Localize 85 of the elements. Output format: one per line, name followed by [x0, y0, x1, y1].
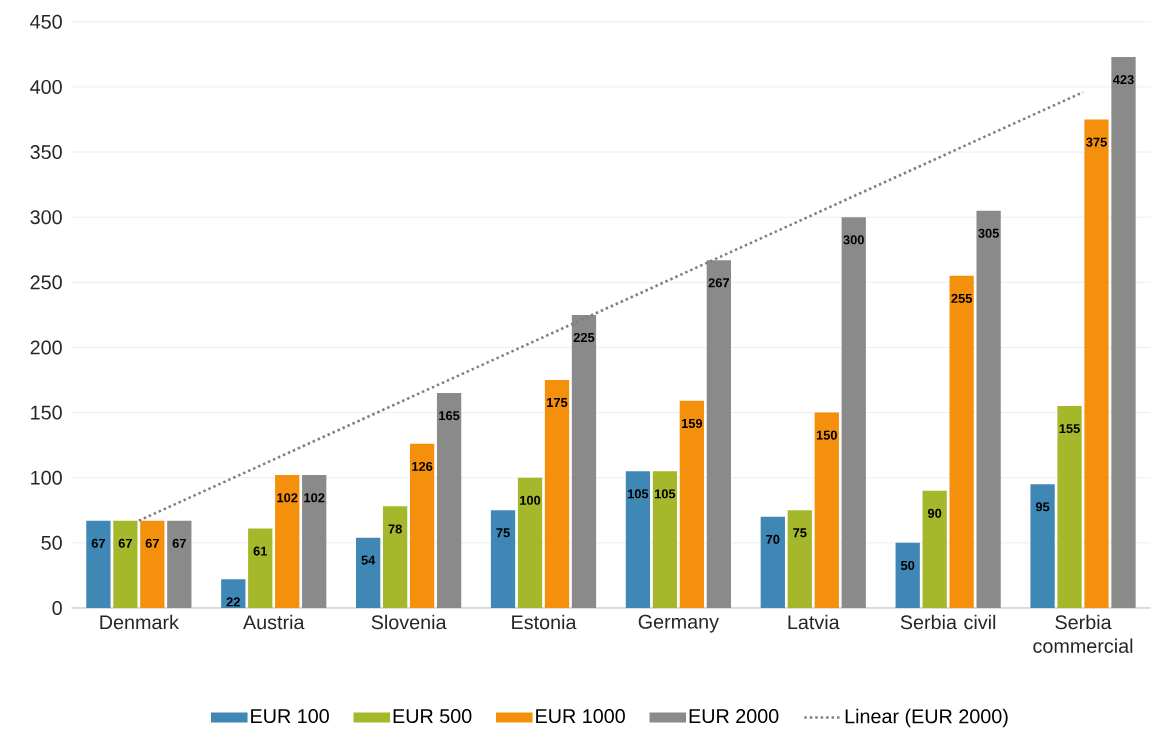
data-label: 54	[361, 555, 376, 565]
data-label: 267	[708, 278, 730, 288]
data-label: 67	[118, 538, 132, 548]
y-tick-label: 50	[41, 535, 62, 550]
bar	[113, 520, 138, 609]
data-label: 255	[951, 293, 972, 304]
data-label: 90	[927, 508, 942, 518]
legend-label: EUR 100	[251, 709, 329, 724]
x-tick-label: Estonia	[512, 614, 577, 630]
bar	[517, 477, 543, 609]
y-tick-label: 250	[30, 275, 62, 290]
x-tick-label: Serbia commercial	[1033, 614, 1133, 654]
bar	[976, 210, 1001, 609]
legend-label: EUR 1000	[536, 709, 625, 724]
legend-label: EUR 2000	[689, 709, 779, 724]
data-label: 67	[91, 538, 105, 548]
data-label: 100	[520, 495, 541, 505]
data-label: 22	[226, 597, 240, 607]
bar	[841, 217, 866, 609]
bar	[814, 412, 839, 609]
y-tick-label: 300	[30, 210, 62, 225]
y-tick-label: 200	[30, 340, 62, 355]
y-tick-label: 400	[30, 80, 62, 94]
bar	[409, 443, 435, 609]
data-label: 67	[172, 538, 186, 548]
data-label: 102	[304, 493, 325, 503]
bar	[652, 471, 678, 609]
bar	[86, 520, 111, 609]
bar	[1030, 484, 1055, 609]
data-label: 225	[573, 333, 595, 343]
data-label: 300	[843, 235, 864, 245]
data-label: 50	[900, 560, 915, 571]
data-label: 126	[412, 461, 433, 472]
x-tick-label: Slovenia	[371, 614, 447, 630]
data-label: 78	[388, 524, 402, 534]
bar	[302, 475, 327, 609]
y-tick-label: 0	[52, 601, 62, 616]
legend-label: Linear (EUR 2000)	[845, 708, 1008, 728]
data-label: 67	[145, 538, 159, 548]
bar	[436, 393, 462, 609]
bar	[922, 490, 947, 609]
bar	[275, 475, 300, 609]
data-label: 305	[978, 228, 999, 238]
data-label: 61	[253, 546, 268, 556]
bar	[1057, 406, 1082, 609]
bar	[221, 579, 246, 609]
data-label: 75	[793, 528, 807, 538]
data-label: 70	[766, 534, 780, 544]
y-tick-label: 100	[31, 470, 62, 485]
bar	[679, 400, 705, 609]
x-tick-label: Serbia civil	[900, 614, 996, 630]
data-label: 105	[654, 489, 676, 499]
legend-label: EUR 500	[393, 709, 472, 724]
data-label: 105	[628, 489, 649, 499]
x-tick-label: Denmark	[100, 614, 179, 630]
bar	[167, 520, 192, 609]
y-tick-label: 450	[30, 14, 62, 29]
bar	[760, 516, 785, 609]
bar	[625, 471, 651, 609]
data-label: 375	[1086, 137, 1107, 147]
data-label: 150	[816, 430, 837, 440]
bar	[490, 510, 516, 609]
data-label: 423	[1112, 75, 1134, 85]
data-label: 155	[1059, 424, 1080, 434]
data-label: 159	[681, 418, 703, 429]
x-tick-label: Germany	[638, 614, 719, 633]
bar	[382, 506, 408, 609]
y-tick-label: 350	[30, 145, 62, 160]
bar	[1084, 119, 1109, 609]
bar	[356, 537, 381, 609]
bar	[787, 510, 812, 609]
x-tick-label: Latvia	[788, 614, 840, 630]
y-tick-label: 150	[31, 405, 62, 420]
data-label: 175	[547, 398, 568, 408]
bar	[949, 275, 974, 609]
data-label: 95	[1035, 502, 1050, 512]
bar	[1111, 57, 1136, 609]
bar	[544, 380, 570, 609]
data-label: 102	[277, 493, 298, 503]
data-label: 75	[496, 528, 510, 538]
bar	[895, 542, 920, 609]
bar	[248, 528, 273, 609]
bar	[140, 520, 165, 609]
x-tick-label: Austria	[243, 614, 305, 630]
data-label: 165	[439, 411, 460, 421]
